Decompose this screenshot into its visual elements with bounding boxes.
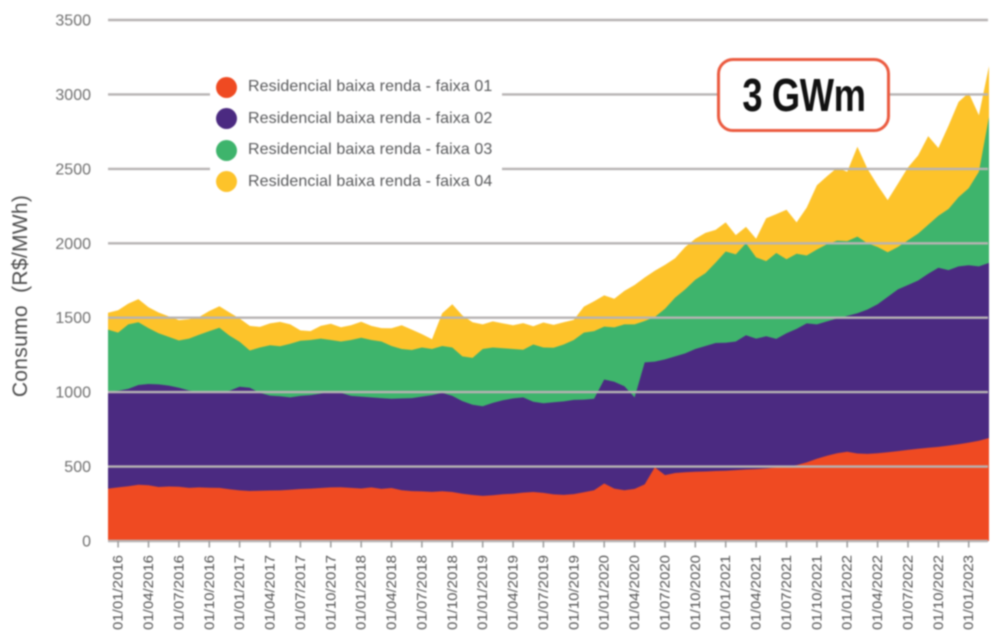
svg-text:01/07/2021: 01/07/2021 — [778, 555, 794, 630]
svg-text:3000: 3000 — [55, 87, 91, 104]
svg-text:01/04/2019: 01/04/2019 — [505, 555, 521, 630]
svg-text:01/10/2020: 01/10/2020 — [687, 555, 703, 630]
svg-text:2000: 2000 — [55, 236, 91, 253]
svg-text:01/01/2020: 01/01/2020 — [596, 555, 612, 630]
svg-text:01/01/2018: 01/01/2018 — [353, 555, 369, 630]
svg-text:01/10/2018: 01/10/2018 — [444, 555, 460, 630]
svg-text:01/07/2019: 01/07/2019 — [535, 555, 551, 630]
svg-text:01/01/2016: 01/01/2016 — [110, 555, 126, 630]
svg-text:500: 500 — [64, 459, 91, 476]
svg-text:Consumo (R$/MWh): Consumo (R$/MWh) — [9, 195, 32, 397]
svg-text:01/04/2018: 01/04/2018 — [383, 555, 399, 630]
svg-text:0: 0 — [82, 534, 91, 551]
svg-text:01/07/2016: 01/07/2016 — [170, 555, 186, 630]
svg-text:01/04/2020: 01/04/2020 — [626, 555, 642, 630]
svg-text:01/04/2016: 01/04/2016 — [140, 555, 156, 630]
svg-text:3500: 3500 — [55, 13, 91, 30]
svg-text:01/04/2021: 01/04/2021 — [748, 555, 764, 630]
svg-text:01/10/2017: 01/10/2017 — [322, 555, 338, 630]
svg-text:01/07/2020: 01/07/2020 — [657, 555, 673, 630]
svg-text:01/01/2023: 01/01/2023 — [960, 555, 976, 630]
svg-text:01/04/2022: 01/04/2022 — [869, 555, 885, 630]
svg-text:01/01/2022: 01/01/2022 — [839, 555, 855, 630]
svg-text:01/10/2016: 01/10/2016 — [201, 555, 217, 630]
svg-text:2500: 2500 — [55, 161, 91, 178]
svg-text:01/07/2017: 01/07/2017 — [292, 555, 308, 630]
svg-text:1500: 1500 — [55, 310, 91, 327]
svg-text:01/10/2019: 01/10/2019 — [565, 555, 581, 630]
svg-text:01/07/2022: 01/07/2022 — [900, 555, 916, 630]
svg-text:01/01/2021: 01/01/2021 — [717, 555, 733, 630]
svg-text:01/07/2018: 01/07/2018 — [413, 555, 429, 630]
svg-text:01/04/2017: 01/04/2017 — [262, 555, 278, 630]
svg-text:01/01/2017: 01/01/2017 — [231, 555, 247, 630]
svg-text:01/10/2021: 01/10/2021 — [808, 555, 824, 630]
svg-text:01/01/2019: 01/01/2019 — [474, 555, 490, 630]
svg-text:01/10/2022: 01/10/2022 — [930, 555, 946, 630]
svg-text:1000: 1000 — [55, 385, 91, 402]
